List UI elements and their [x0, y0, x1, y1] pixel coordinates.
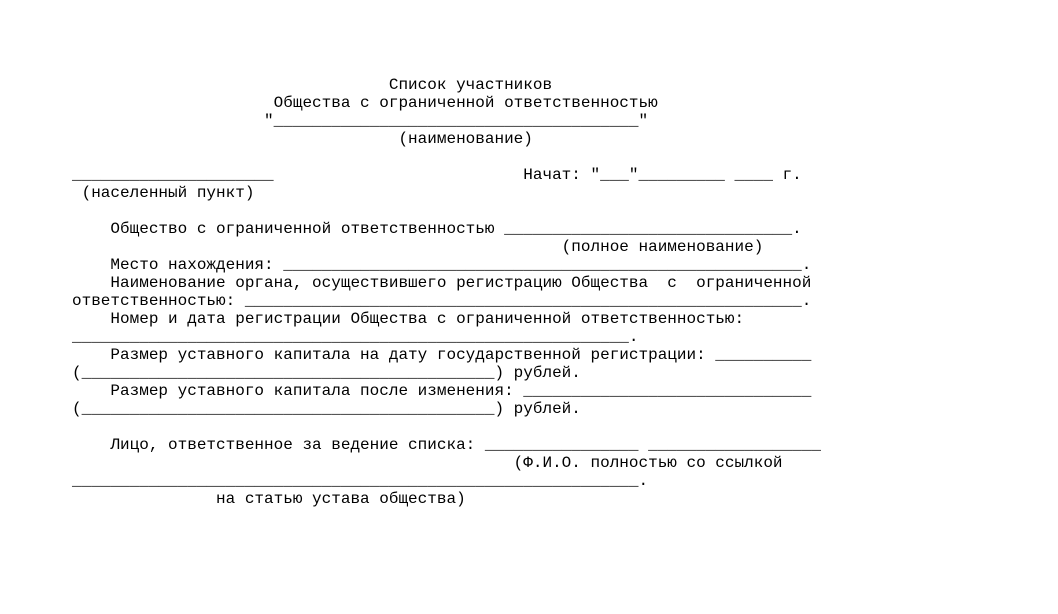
responsible-person-caption-2: на статью устава общества) — [72, 490, 466, 508]
name-caption: (наименование) — [72, 130, 533, 148]
responsible-person-line-1: Лицо, ответственное за ведение списка: _… — [72, 436, 821, 454]
capital-after-change-line-2: (_______________________________________… — [72, 400, 581, 418]
title-line-1: Список участников — [72, 76, 552, 94]
locality-and-date-line: _____________________ Начат: "___"______… — [72, 166, 802, 184]
responsible-person-caption-1: (Ф.И.О. полностью со ссылкой — [72, 454, 783, 472]
capital-at-reg-line-2: (_______________________________________… — [72, 364, 581, 382]
capital-after-change-line-1: Размер уставного капитала после изменени… — [72, 382, 811, 400]
locality-caption: (населенный пункт) — [72, 184, 254, 202]
document-page: Список участников Общества с ограниченно… — [0, 16, 1058, 598]
responsible-person-line-2: ________________________________________… — [72, 472, 648, 490]
location-line: Место нахождения: ______________________… — [72, 256, 811, 274]
name-blank-line: "______________________________________" — [72, 112, 648, 130]
full-name-caption: (полное наименование) — [72, 238, 763, 256]
capital-at-reg-line-1: Размер уставного капитала на дату госуда… — [72, 346, 811, 364]
reg-number-date-line-2: ________________________________________… — [72, 328, 639, 346]
reg-authority-line-2: ответственностью: ______________________… — [72, 292, 811, 310]
title-line-2: Общества с ограниченной ответственностью — [72, 94, 658, 112]
full-name-line: Общество с ограниченной ответственностью… — [72, 220, 802, 238]
reg-authority-line-1: Наименование органа, осуществившего реги… — [72, 274, 811, 292]
reg-number-date-line-1: Номер и дата регистрации Общества с огра… — [72, 310, 744, 328]
